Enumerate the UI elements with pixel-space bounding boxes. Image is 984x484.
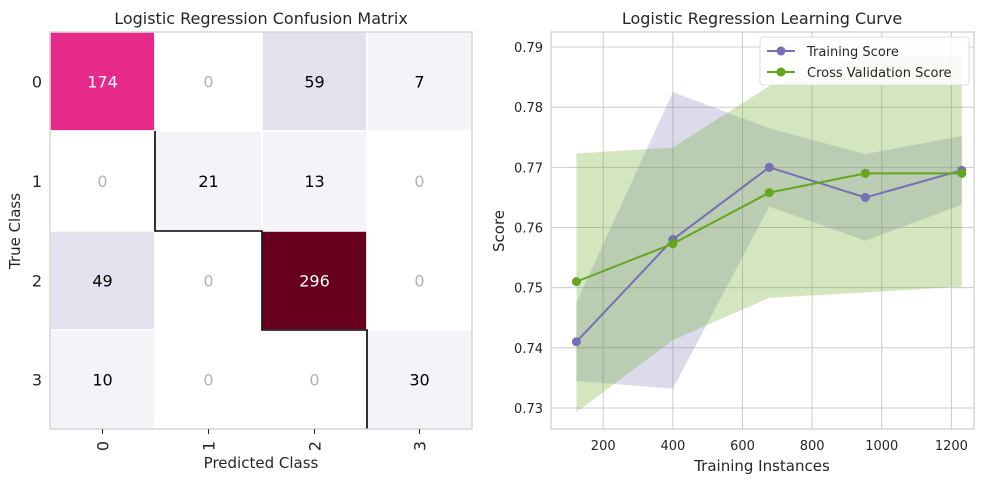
cm-cell-value: 174 (87, 73, 118, 92)
legend-cv-marker (776, 67, 786, 77)
legend-box (759, 36, 970, 86)
lc-x-tick-label: 200 (591, 439, 616, 454)
cm-cell (366, 230, 473, 331)
lc-x-tick-label: 1200 (935, 439, 968, 454)
cm-cell (154, 31, 263, 132)
lc-y-tick-label: 0.77 (514, 161, 543, 176)
lc-point-cv (957, 168, 967, 178)
cm-diagonal-step-line (154, 131, 368, 429)
cm-y-tick-label: 2 (32, 272, 42, 291)
lc-y-tick-label: 0.73 (514, 402, 543, 417)
cm-y-tick-labels: 0 1 2 3 (32, 73, 42, 390)
cm-cell (154, 329, 263, 430)
lc-point-training (860, 192, 870, 202)
lc-y-tick-label: 0.74 (514, 342, 543, 357)
cm-xlabel: Predicted Class (204, 454, 319, 472)
lc-y-tick-labels: 0.73 0.74 0.75 0.76 0.77 0.78 0.79 (514, 41, 543, 417)
cm-cell-value: 7 (414, 73, 424, 92)
lc-y-tick-label: 0.79 (514, 41, 543, 56)
cm-y-tick-label: 3 (32, 371, 42, 390)
lc-title: Logistic Regression Learning Curve (622, 9, 902, 28)
cm-x-tick-label: 2 (306, 441, 325, 451)
cm-cell-value: 30 (409, 371, 429, 390)
lc-x-tick-label: 400 (660, 439, 685, 454)
lc-point-training (764, 162, 774, 172)
cm-cell-value: 0 (97, 172, 107, 191)
cm-cell-value: 13 (304, 172, 324, 191)
lc-xlabel: Training Instances (693, 457, 830, 475)
cm-y-tick-label: 0 (32, 73, 42, 92)
cm-ylabel: True Class (6, 193, 24, 270)
cm-x-tick-label: 3 (411, 441, 430, 451)
legend-training-label: Training Score (806, 45, 899, 60)
lc-legend: Training Score Cross Validation Score (759, 36, 970, 86)
lc-x-tick-label: 800 (800, 439, 825, 454)
cm-cell-value: 0 (203, 73, 213, 92)
cm-cell (154, 130, 263, 232)
cm-cell-value: 0 (203, 371, 213, 390)
cm-cell-value: 0 (414, 272, 424, 291)
lc-band-training (576, 92, 962, 389)
cm-cell-value: 296 (299, 272, 330, 291)
lc-point-cv (668, 239, 678, 249)
cm-cell (49, 31, 156, 132)
lc-point-cv (860, 168, 870, 178)
cm-y-tick-label: 1 (32, 172, 42, 191)
lc-series (571, 162, 967, 347)
legend-training-marker (776, 46, 786, 56)
lc-bands (576, 56, 962, 413)
cm-cell-labels: 174 0 59 7 0 21 13 0 49 0 296 0 10 0 0 30 (87, 73, 429, 390)
cm-cell-value: 21 (198, 172, 218, 191)
lc-y-tick-label: 0.78 (514, 101, 543, 116)
learning-curve-panel: Logistic Regression Learning Curve Train… (490, 9, 975, 475)
confusion-matrix-panel: Logistic Regression Confusion Matrix Pre… (6, 9, 473, 472)
lc-x-tick-labels: 200 400 600 800 1000 1200 (591, 439, 968, 454)
cm-x-tick-label: 0 (94, 441, 113, 451)
legend-cv-label: Cross Validation Score (807, 66, 952, 81)
cm-cells (49, 31, 473, 430)
lc-band-cv (576, 56, 962, 413)
cm-cell (366, 31, 473, 132)
lc-point-training (571, 337, 581, 347)
lc-ylabel: Score (490, 210, 508, 252)
cm-cell-value: 59 (304, 73, 324, 92)
cm-x-tick-label: 1 (200, 441, 219, 451)
cm-cell (154, 230, 263, 331)
lc-x-tick-label: 600 (730, 439, 755, 454)
lc-frame (550, 31, 975, 430)
lc-y-tick-label: 0.75 (514, 282, 543, 297)
cm-cell-value: 0 (309, 371, 319, 390)
cm-cell (366, 130, 473, 232)
lc-x-tick-label: 1000 (865, 439, 898, 454)
lc-point-cv (764, 188, 774, 198)
lc-point-cv (571, 277, 581, 287)
cm-x-tick-labels: 0 1 2 3 (94, 429, 430, 451)
cm-cell-value: 49 (92, 272, 112, 291)
cm-cell-value: 0 (203, 272, 213, 291)
cm-frame (49, 31, 473, 430)
cm-cell-value: 0 (414, 172, 424, 191)
lc-y-tick-label: 0.76 (514, 221, 543, 236)
cm-cell-value: 10 (92, 371, 112, 390)
cm-title: Logistic Regression Confusion Matrix (114, 9, 408, 28)
